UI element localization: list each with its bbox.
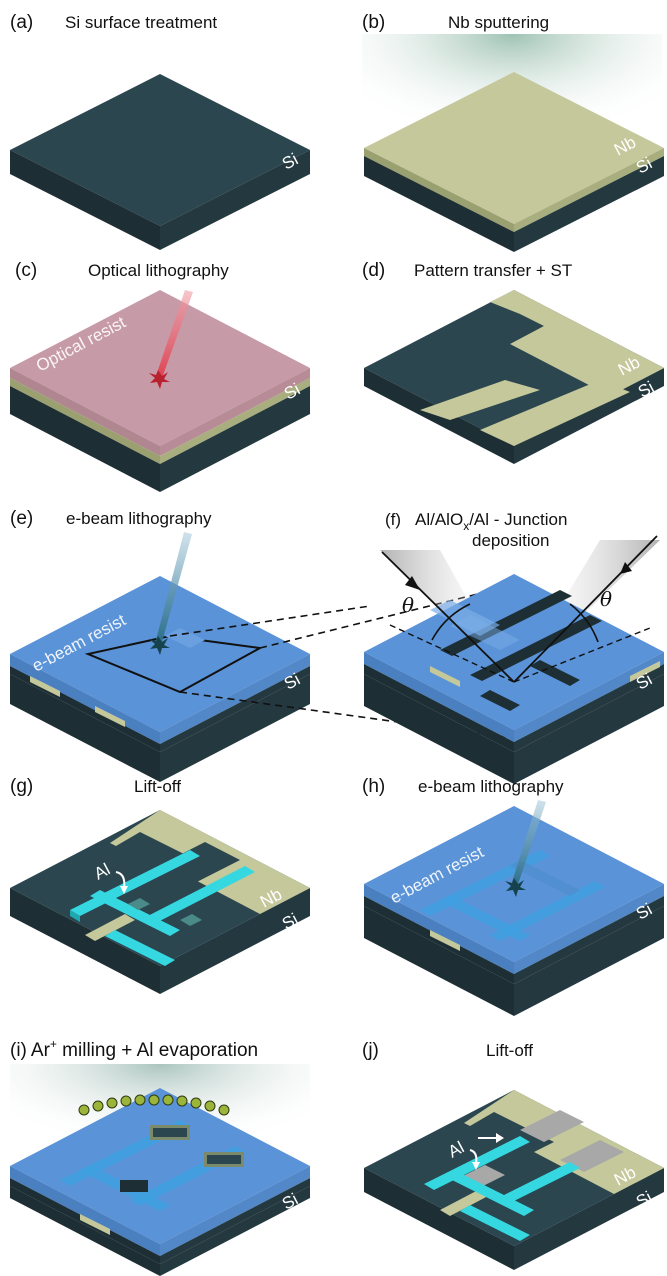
panel-j-al-arrowhead-down-icon	[472, 1162, 480, 1170]
panel-e-exposure-spot-icon	[149, 636, 170, 655]
panel-d-chip: Nb Si	[364, 290, 664, 464]
panel-g-title: Lift-off	[134, 777, 181, 796]
panel-d-nb-pad-right	[490, 290, 664, 396]
panel-f-title-part1: Al/AlO	[415, 510, 463, 529]
panel-g-label: (g)	[10, 776, 33, 797]
panel-f-angle-arc-left	[431, 603, 471, 641]
panel-a-label: (a)	[10, 12, 33, 33]
panel-f-title-line1: Al/AlOx/Al - Junction	[415, 510, 567, 533]
panel-i-ions	[78, 1094, 230, 1116]
panel-i-title-post: milling + Al evaporation	[57, 1040, 258, 1061]
ion-dot	[162, 1094, 174, 1106]
panel-i-title-pre: Ar	[31, 1040, 51, 1061]
panel-f-angle-arc-right	[569, 603, 599, 643]
panel-j-al-wire-4	[460, 1205, 530, 1241]
panel-j-label: (j)	[362, 1040, 379, 1061]
ion-dot	[120, 1095, 132, 1107]
panel-i-title-line: (i) Ar+ milling + Al evaporation	[10, 1037, 258, 1061]
panel-a-title: Si surface treatment	[65, 13, 217, 32]
panel-f-label: (f)	[385, 510, 401, 529]
panel-f-left-arrowhead-icon	[405, 576, 420, 590]
panel-j-al-wire-2	[444, 1170, 534, 1216]
panel-e-ebeam	[156, 532, 192, 642]
panel-f-chip: Si	[364, 574, 664, 784]
panel-h-ebeam	[512, 800, 546, 884]
panel-j-title: Lift-off	[486, 1041, 533, 1060]
panel-i-chip: Si	[10, 1088, 310, 1276]
panel-c-chip: Optical resist Si	[10, 290, 310, 492]
panel-f-axis-right	[513, 627, 651, 683]
panel-j-al-pad-2	[560, 1140, 624, 1172]
panel-g-al-arrowhead-icon	[120, 886, 128, 894]
panel-d-nb-taper	[420, 380, 540, 420]
ion-dot	[190, 1097, 202, 1109]
panel-j-al-pad-1	[520, 1110, 584, 1142]
panel-c-title: Optical lithography	[88, 261, 229, 280]
panel-g-al-wire-3	[140, 866, 255, 926]
panel-c-label: (c)	[15, 260, 37, 281]
panel-g-chip: Nb Si	[10, 810, 310, 994]
panel-j-al-wire-3	[494, 1162, 580, 1206]
panel-h-exposure-spot-icon	[505, 878, 526, 897]
panel-d-title: Pattern transfer + ST	[414, 261, 572, 280]
panel-j-al-arrowhead-right-icon	[496, 1133, 504, 1143]
panel-f-left-beam	[381, 551, 515, 683]
panel-g-al-wire-2	[90, 890, 180, 936]
panel-h-title: e-beam lithography	[418, 777, 564, 796]
ion-dot	[218, 1104, 230, 1116]
panel-d-label: (d)	[362, 260, 385, 281]
panel-c-laser-beam	[156, 290, 193, 378]
zoom-line-upper-right	[259, 585, 511, 649]
panel-f-title-line2: deposition	[472, 531, 550, 550]
ion-dot	[148, 1094, 160, 1106]
panel-f-right-beam	[513, 535, 658, 683]
panel-i-label: (i)	[10, 1040, 27, 1061]
ion-dot	[134, 1094, 146, 1106]
panel-g-al-wire-4	[105, 930, 175, 966]
panel-g-al-arrow	[115, 871, 126, 889]
panel-b-chip: Nb Si	[364, 72, 664, 252]
panel-i-title-sup: +	[50, 1037, 57, 1051]
panel-c-exposure-spot-icon	[149, 370, 170, 389]
ion-dot	[92, 1100, 104, 1112]
panel-b-label: (b)	[362, 12, 385, 33]
panel-d-nb-pad-bottom	[480, 380, 630, 446]
panel-e-title: e-beam lithography	[66, 509, 212, 528]
ion-dot	[176, 1095, 188, 1107]
panel-f-title-part2: /Al - Junction	[469, 510, 567, 529]
panel-f-title-sub: x	[463, 519, 469, 533]
ion-dot	[204, 1100, 216, 1112]
panel-f-right-arrowhead-icon	[620, 562, 632, 574]
panel-h-label: (h)	[362, 776, 385, 797]
panel-h-chip: e-beam resist Si	[364, 806, 664, 1016]
panel-e-chip: e-beam resist Si	[10, 576, 310, 782]
zoom-line-top	[169, 605, 371, 637]
panel-d-nb-finger-2	[582, 340, 620, 360]
panel-b-title: Nb sputtering	[448, 13, 549, 32]
ion-dot	[78, 1104, 90, 1116]
panel-f-axis-left	[389, 624, 515, 683]
panel-d-nb-finger	[530, 326, 575, 350]
panel-f-angle-right: θ	[600, 587, 612, 611]
panel-a-chip: Si	[10, 74, 310, 250]
panel-j-chip: Nb Si	[364, 1090, 664, 1270]
panel-e-label: (e)	[10, 508, 33, 529]
panel-f-angle-left: θ	[402, 593, 414, 617]
ion-dot	[106, 1097, 118, 1109]
